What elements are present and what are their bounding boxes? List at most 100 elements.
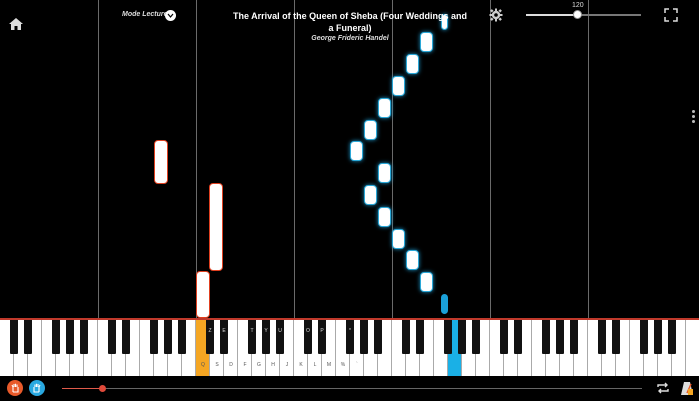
octave-line [196,0,197,318]
gear-icon[interactable] [489,8,503,22]
key-shortcut-label: G [257,362,261,368]
black-key[interactable] [52,318,60,354]
black-key[interactable] [24,318,32,354]
right-hand-note [420,272,433,292]
black-key[interactable] [220,318,228,354]
black-key[interactable] [374,318,382,354]
black-key[interactable] [318,318,326,354]
right-hand-note [378,163,391,183]
octave-line [98,0,99,318]
key-shortcut-label: T [250,328,254,334]
black-key[interactable] [570,318,578,354]
black-key[interactable] [640,318,648,354]
white-key[interactable] [686,318,699,376]
tempo-value: 120 [572,2,584,9]
black-key[interactable] [66,318,74,354]
left-hand-icon [11,383,19,393]
progress-handle[interactable] [99,385,107,392]
black-key[interactable] [542,318,550,354]
black-key[interactable] [360,318,368,354]
black-key[interactable] [416,318,424,354]
home-icon[interactable] [8,16,24,32]
left-hand-note [154,140,168,184]
right-hand-note [350,141,363,161]
chevron-down-icon [167,13,174,18]
black-key[interactable] [612,318,620,354]
tempo-slider-handle[interactable] [573,10,583,19]
key-shortcut-label: K [299,362,303,368]
octave-line [490,0,491,318]
right-hand-note [441,294,448,314]
key-shortcut-label: ` [356,362,358,368]
black-key[interactable] [402,318,410,354]
mode-label: Mode Lecture [122,11,168,18]
key-shortcut-label: S [215,362,219,368]
metronome-icon[interactable] [680,380,694,396]
key-shortcut-label: J [285,362,289,368]
black-key[interactable] [80,318,88,354]
black-key[interactable] [598,318,606,354]
right-hand-note [406,54,419,74]
right-hand-note [420,32,433,52]
black-key[interactable] [472,318,480,354]
more-vertical-icon[interactable] [692,110,696,126]
mode-dropdown-button[interactable] [165,10,176,21]
key-shortcut-label: U [278,328,282,334]
black-key[interactable] [668,318,676,354]
key-shortcut-label: * [349,328,351,334]
black-key[interactable] [10,318,18,354]
key-shortcut-label: E [222,328,226,334]
right-hand-button[interactable] [29,380,45,396]
falling-notes-area: Mode Lecture The Arrival of the Queen of… [8,0,696,318]
right-hand-note [364,185,377,205]
progress-fill [62,388,103,389]
loop-icon[interactable] [656,381,670,395]
black-key[interactable] [444,318,452,354]
key-shortcut-label: F [243,362,247,368]
black-key[interactable] [556,318,564,354]
tempo-slider[interactable] [526,14,641,16]
left-hand-button[interactable] [7,380,23,396]
right-hand-note [392,76,405,96]
black-key[interactable] [178,318,186,354]
right-hand-note [441,14,448,30]
black-key[interactable] [122,318,130,354]
right-hand-note [392,229,405,249]
octave-line [588,0,589,318]
key-shortcut-label: P [320,328,324,334]
right-hand-note [378,98,391,118]
key-shortcut-label: % [340,362,346,368]
black-key[interactable] [500,318,508,354]
right-hand-note [364,120,377,140]
black-key[interactable] [248,318,256,354]
bottom-bar [0,376,699,401]
right-hand-note [378,207,391,227]
black-key[interactable] [108,318,116,354]
fullscreen-icon[interactable] [664,8,678,22]
black-key[interactable] [346,318,354,354]
black-key[interactable] [262,318,270,354]
black-key[interactable] [276,318,284,354]
key-shortcut-label: D [229,362,233,368]
key-shortcut-label: Z [208,328,212,334]
key-shortcut-label: Q [201,362,205,368]
left-hand-note [196,271,210,318]
key-shortcut-label: M [326,362,332,368]
black-key[interactable] [654,318,662,354]
right-hand-icon [33,383,41,393]
key-shortcut-label: L [313,362,317,368]
progress-bar[interactable] [62,388,642,389]
song-composer: George Frideric Handel [311,35,389,42]
black-key[interactable] [206,318,214,354]
left-hand-note [209,183,223,271]
black-key[interactable] [514,318,522,354]
black-key[interactable] [150,318,158,354]
piano-keyboard[interactable]: Q S D F G H J K L M% ` Z E T Y U O P * [0,318,699,376]
octave-line [294,0,295,318]
black-key[interactable] [164,318,172,354]
key-shortcut-label: O [306,328,310,334]
black-key[interactable] [458,318,466,354]
tempo-slider-fill [526,14,578,16]
octave-line [392,0,393,318]
black-key[interactable] [304,318,312,354]
